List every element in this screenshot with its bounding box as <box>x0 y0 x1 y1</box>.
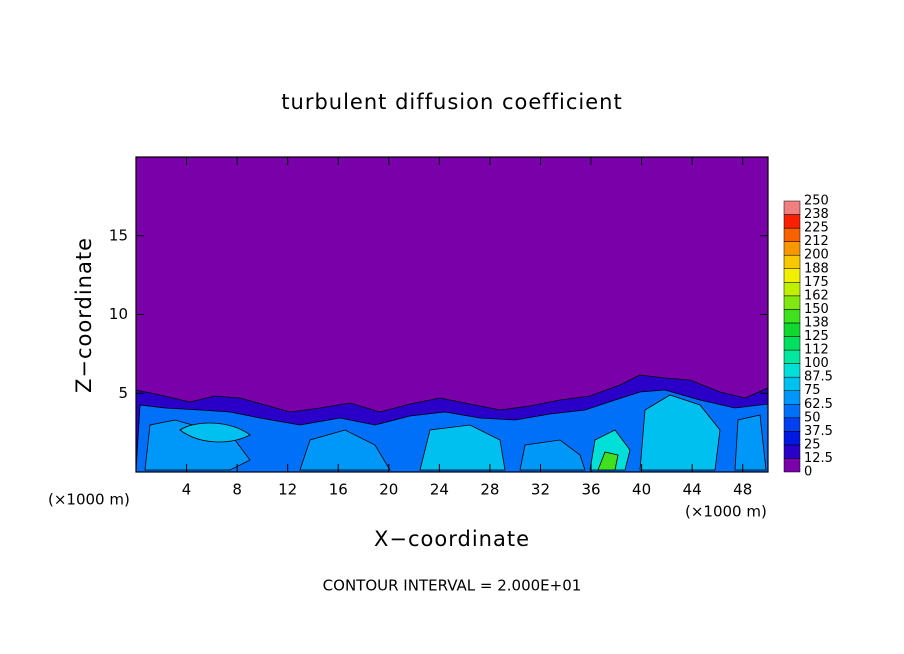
colorbar-band <box>783 404 801 419</box>
x-tick-label: 32 <box>531 481 550 499</box>
colorbar-band <box>783 431 801 446</box>
colorbar-band <box>783 295 801 310</box>
colorbar-label: 238 <box>804 207 829 222</box>
x-tick-label: 48 <box>733 481 752 499</box>
colorbar-band <box>783 268 801 283</box>
colorbar-label: 200 <box>804 248 829 263</box>
colorbar-label: 25 <box>804 437 821 452</box>
colorbar-label: 100 <box>804 356 829 371</box>
x-tick-label: 28 <box>480 481 499 499</box>
x-axis-label: X−coordinate <box>374 527 530 551</box>
colorbar-band <box>783 444 801 459</box>
colorbar-label: 112 <box>804 343 829 358</box>
colorbar-band <box>783 214 801 229</box>
colorbar-band <box>783 376 801 391</box>
colorbar-label: 188 <box>804 261 829 276</box>
x-tick-label: 16 <box>329 481 348 499</box>
colorbar-band <box>783 241 801 256</box>
colorbar-label: 75 <box>804 383 821 398</box>
colorbar-band <box>783 336 801 351</box>
colorbar-band <box>783 282 801 297</box>
x-tick-label: 20 <box>379 481 398 499</box>
x-tick-label: 40 <box>632 481 651 499</box>
x-tick-label: 44 <box>683 481 702 499</box>
y-tick-label: 15 <box>109 226 128 244</box>
y-tick-label: 5 <box>118 384 128 402</box>
colorbar-band <box>783 349 801 364</box>
colorbar-label: 162 <box>804 288 829 303</box>
colorbar-band <box>783 417 801 432</box>
y-axis-label: Z−coordinate <box>72 237 96 393</box>
x-tick-label: 4 <box>182 481 192 499</box>
colorbar-label: 138 <box>804 315 829 330</box>
colorbar-label: 225 <box>804 221 829 236</box>
colorbar-label: 150 <box>804 302 829 317</box>
colorbar-band <box>783 390 801 405</box>
colorbar-band <box>783 458 801 473</box>
colorbar-label: 50 <box>804 410 821 425</box>
colorbar-label: 87.5 <box>804 370 833 385</box>
colorbar-band <box>783 200 801 215</box>
y-tick-label: 10 <box>109 305 128 323</box>
field <box>135 374 769 473</box>
colorbar-label: 250 <box>804 194 829 209</box>
x-tick-label: 36 <box>581 481 600 499</box>
colorbar-band <box>783 363 801 378</box>
colorbar-band <box>783 227 801 242</box>
x-tick-label: 12 <box>278 481 297 499</box>
colorbar-band <box>783 309 801 324</box>
colorbar-label: 175 <box>804 275 829 290</box>
x-tick-label: 24 <box>430 481 449 499</box>
contour-interval: CONTOUR INTERVAL = 2.000E+01 <box>323 577 582 595</box>
colorbar-label: 12.5 <box>804 451 833 466</box>
colorbar-band <box>783 254 801 269</box>
colorbar-label: 0 <box>804 465 812 480</box>
colorbar-band <box>783 322 801 337</box>
x-unit: (×1000 m) <box>685 503 767 521</box>
colorbar-label: 125 <box>804 329 829 344</box>
x-tick-label: 8 <box>232 481 242 499</box>
chart-title: turbulent diffusion coefficient <box>281 90 622 114</box>
colorbar-label: 62.5 <box>804 397 833 412</box>
y-unit: (×1000 m) <box>48 491 130 509</box>
colorbar-label: 37.5 <box>804 424 833 439</box>
colorbar-label: 212 <box>804 234 829 249</box>
